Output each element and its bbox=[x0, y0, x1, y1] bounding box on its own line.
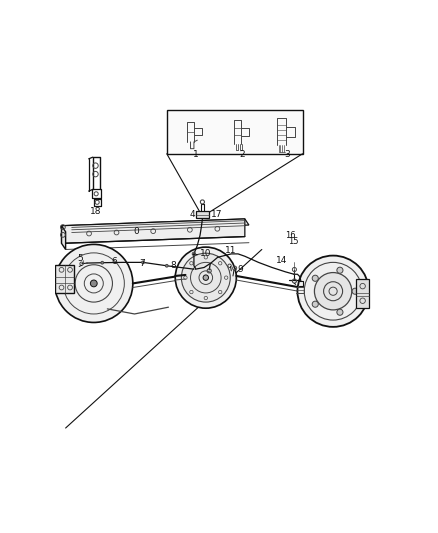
Circle shape bbox=[175, 247, 237, 308]
Text: 17: 17 bbox=[211, 210, 222, 219]
Circle shape bbox=[55, 245, 133, 322]
Circle shape bbox=[203, 275, 208, 280]
Text: 18: 18 bbox=[90, 207, 102, 216]
Text: 0: 0 bbox=[133, 227, 139, 236]
Circle shape bbox=[337, 267, 343, 273]
Circle shape bbox=[166, 264, 168, 267]
Polygon shape bbox=[61, 219, 249, 232]
Text: 3: 3 bbox=[284, 150, 290, 159]
Text: 16: 16 bbox=[285, 231, 296, 240]
Text: 6: 6 bbox=[111, 257, 117, 266]
Circle shape bbox=[90, 280, 97, 287]
Circle shape bbox=[312, 275, 318, 281]
Text: 15: 15 bbox=[288, 237, 298, 246]
Text: 2: 2 bbox=[240, 150, 245, 159]
Circle shape bbox=[297, 256, 369, 327]
Text: 7: 7 bbox=[139, 259, 145, 268]
Polygon shape bbox=[61, 219, 245, 244]
Text: 10: 10 bbox=[200, 249, 212, 259]
Text: 1: 1 bbox=[193, 150, 198, 159]
Text: 14: 14 bbox=[276, 256, 287, 265]
Circle shape bbox=[352, 288, 358, 294]
Circle shape bbox=[101, 261, 104, 264]
Circle shape bbox=[314, 272, 352, 310]
Text: 8: 8 bbox=[171, 261, 177, 270]
Polygon shape bbox=[356, 279, 369, 308]
Bar bbox=[167, 110, 303, 154]
Text: 11: 11 bbox=[225, 246, 237, 255]
Text: 4: 4 bbox=[189, 210, 195, 219]
Circle shape bbox=[181, 253, 230, 302]
Polygon shape bbox=[61, 225, 66, 249]
Circle shape bbox=[141, 261, 145, 264]
Text: 5: 5 bbox=[78, 254, 83, 263]
Circle shape bbox=[337, 309, 343, 315]
Bar bbox=[196, 211, 208, 218]
Polygon shape bbox=[56, 265, 74, 293]
Circle shape bbox=[312, 301, 318, 307]
Text: 9: 9 bbox=[237, 265, 243, 274]
